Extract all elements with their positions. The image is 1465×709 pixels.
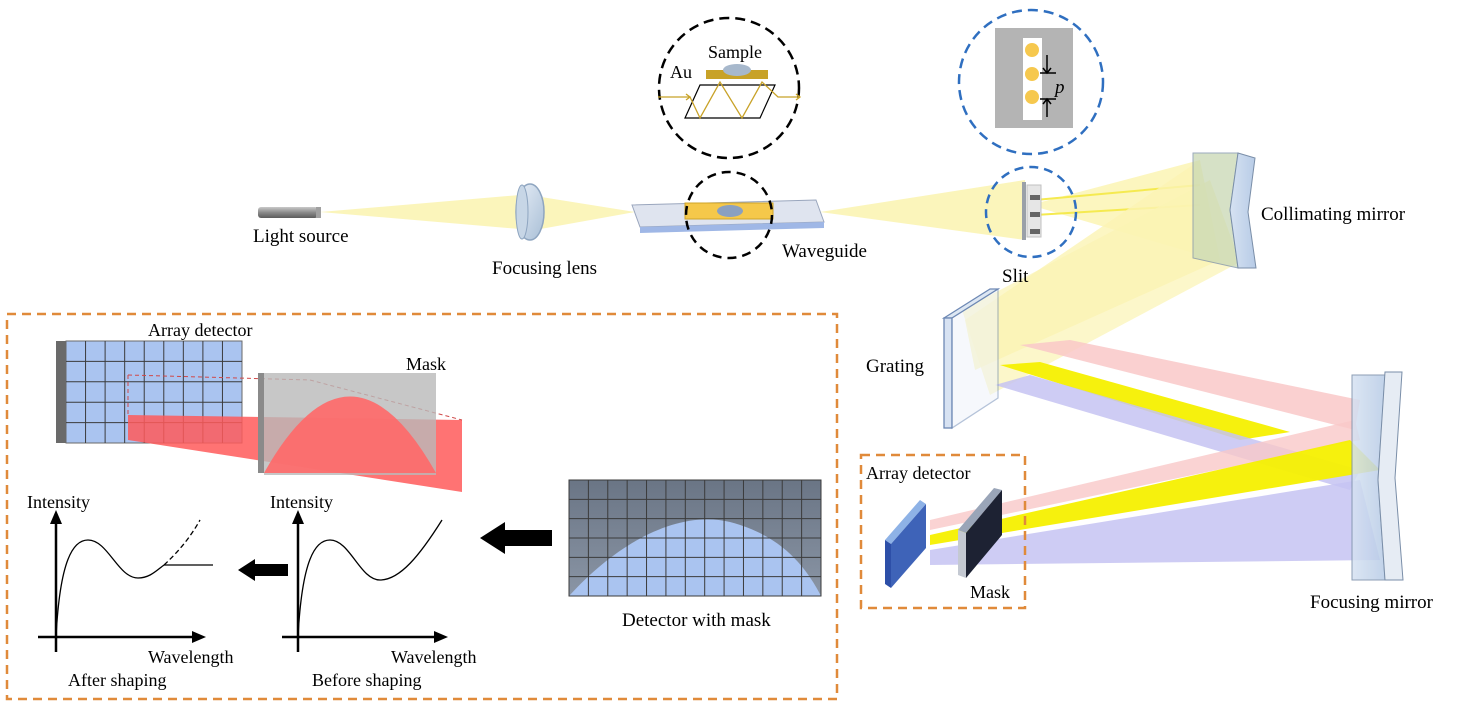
- slit: [1022, 182, 1042, 240]
- before-shaping-plot: [282, 510, 448, 652]
- beam-yellow-dispersed: [1000, 362, 1290, 440]
- beam-source-to-lens: [320, 195, 520, 229]
- before-shaping-label: Before shaping: [312, 670, 421, 690]
- detector-with-mask-label: Detector with mask: [622, 610, 771, 631]
- after-wavelength-label: Wavelength: [148, 647, 234, 667]
- sample-zoom-circle: [657, 16, 801, 160]
- mask-plate: [258, 373, 436, 475]
- sample-label: Sample: [708, 42, 762, 62]
- waveguide-label: Waveguide: [782, 241, 867, 262]
- detector-mask-inset: Array detector Mask: [859, 453, 1027, 610]
- grating-label: Grating: [866, 356, 925, 377]
- au-label: Au: [670, 62, 692, 82]
- waveguide-zoom-inset: Sample Au: [657, 16, 802, 160]
- focusing-mirror: [1351, 371, 1404, 581]
- after-intensity-label: Intensity: [27, 492, 90, 512]
- beam-collimated: [962, 180, 1240, 395]
- inset-mask-label: Mask: [970, 582, 1010, 602]
- beam-shaping-inset: Array detector Mask Detector with mask: [5, 312, 839, 701]
- pitch-arrows: [1040, 55, 1056, 117]
- waveguide-zoom-circle: [684, 170, 774, 260]
- shaping-inset-border: [5, 312, 839, 701]
- reflection-rays: [658, 80, 802, 120]
- array-detector-label: Array detector: [148, 320, 252, 340]
- before-intensity-label: Intensity: [270, 492, 333, 512]
- light-source: [258, 207, 321, 218]
- detector-inset-border: [859, 453, 1027, 610]
- focusing-mirror-label: Focusing mirror: [1310, 592, 1434, 613]
- beam-lens-to-waveguide: [535, 196, 635, 230]
- beam-red-to-detector: [930, 420, 1360, 530]
- beam-red-dispersed: [1020, 340, 1360, 430]
- big-left-arrow: [480, 522, 552, 554]
- inset-array-detector-label: Array detector: [866, 463, 970, 483]
- light-beams: [320, 160, 1380, 565]
- sample-drop: [723, 64, 751, 76]
- focusing-lens: [515, 183, 545, 241]
- slit-zoom-circle: [984, 165, 1078, 259]
- after-shaping-label: After shaping: [68, 670, 166, 690]
- after-shaping-plot: [38, 510, 213, 652]
- collimating-mirror: [1192, 152, 1257, 269]
- small-left-arrow: [238, 559, 288, 581]
- collimating-mirror-label: Collimating mirror: [1261, 204, 1406, 225]
- mask-opening: [264, 396, 436, 473]
- before-wavelength-label: Wavelength: [391, 647, 477, 667]
- grating: [941, 287, 1001, 430]
- mask-label: Mask: [406, 354, 446, 374]
- slit-label: Slit: [1002, 266, 1029, 287]
- beam-blue-to-detector: [930, 480, 1380, 565]
- waveguide: [631, 199, 825, 233]
- focusing-lens-label: Focusing lens: [492, 258, 597, 279]
- detector-with-mask: [568, 479, 822, 597]
- beam-waveguide-to-slit: [820, 180, 1025, 240]
- slit-zoom-inset: p: [957, 8, 1105, 156]
- pitch-label: p: [1053, 77, 1065, 98]
- beam-yellow-to-detector: [930, 440, 1380, 545]
- light-source-label: Light source: [253, 226, 349, 247]
